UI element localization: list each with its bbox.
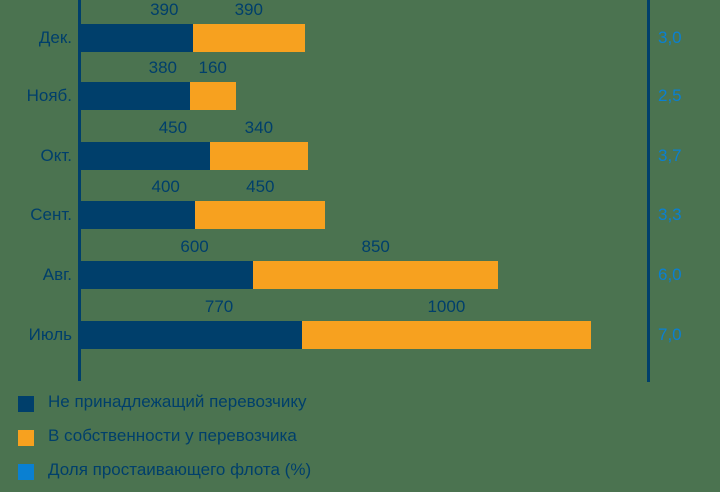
value-owned: 160 [198,58,227,77]
value-not-owned: 450 [158,118,188,137]
bar-not-owned [80,201,196,229]
month-label: Дек. [38,28,72,47]
bar-owned [189,82,236,110]
legend-swatch-light-blue [18,464,34,480]
chart-row: Нояб. 380 160 2,5 [0,58,720,116]
bar-not-owned [80,261,254,289]
bar-owned [195,201,326,229]
value-not-owned: 400 [151,177,180,196]
chart-row: Сент. 400 450 3,3 [0,177,720,235]
value-owned: 340 [244,118,274,137]
bar-not-owned [80,24,193,52]
month-label: Нояб. [26,86,72,105]
legend-label: В собственности у перевозчика [48,426,297,445]
bar-not-owned [80,82,190,110]
idle-fleet-percent: 3,3 [658,205,682,224]
idle-fleet-percent: 3,7 [658,146,682,165]
chart-row: Июль 770 1000 7,0 [0,297,720,355]
legend-swatch-orange [18,430,34,446]
idle-fleet-percent: 6,0 [658,265,682,284]
value-not-owned: 600 [180,237,209,256]
legend-label: Доля простаивающего флота (%) [48,460,312,479]
idle-fleet-percent: 7,0 [658,325,682,344]
month-label: Авг. [42,265,72,284]
bar-not-owned [80,321,303,349]
chart-row: Окт. 450 340 3,7 [0,118,720,176]
month-label: Окт. [40,146,72,165]
legend-label: Не принадлежащий перевозчику [48,392,307,411]
value-owned: 450 [246,177,275,196]
left-axis-line [78,0,81,381]
month-label: Сент. [30,205,72,224]
bar-owned [253,261,499,289]
value-not-owned: 380 [148,58,177,77]
idle-fleet-percent: 2,5 [658,86,682,105]
value-not-owned: 770 [204,297,234,316]
bar-owned [302,321,591,349]
bar-owned [209,142,308,170]
value-owned: 390 [234,0,263,19]
value-not-owned: 390 [150,0,179,19]
value-owned: 1000 [427,297,466,316]
right-axis-line [647,0,650,382]
legend-swatch-dark-blue [18,396,34,412]
idle-fleet-percent: 3,0 [658,28,682,47]
chart-row: Дек. 390 390 3,0 [0,0,720,58]
bar-not-owned [80,142,210,170]
month-label: Июль [28,325,72,344]
value-owned: 850 [361,237,390,256]
chart-row: Авг. 600 850 6,0 [0,237,720,295]
bar-owned [192,24,305,52]
